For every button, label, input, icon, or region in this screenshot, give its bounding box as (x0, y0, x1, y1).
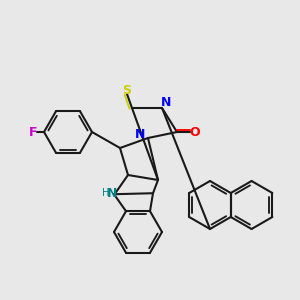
Text: F: F (29, 125, 37, 139)
Text: N: N (135, 128, 145, 142)
Text: S: S (122, 83, 131, 97)
Text: N: N (107, 187, 117, 200)
Text: O: O (190, 125, 200, 139)
Text: H: H (102, 188, 110, 198)
Text: N: N (161, 97, 171, 110)
